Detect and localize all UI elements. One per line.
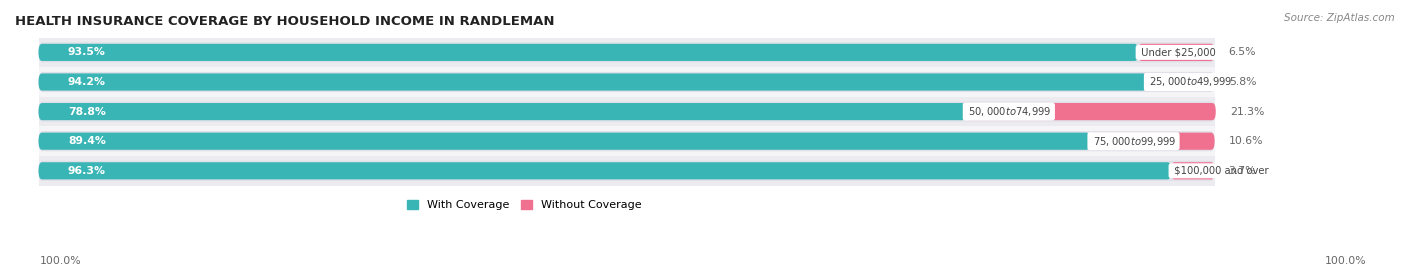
Bar (38, 97, 1215, 126)
Text: 94.2%: 94.2% (67, 77, 105, 87)
Text: 93.5%: 93.5% (67, 47, 105, 57)
FancyBboxPatch shape (1171, 162, 1215, 179)
FancyBboxPatch shape (38, 73, 1146, 91)
FancyBboxPatch shape (38, 42, 1215, 62)
Text: 96.3%: 96.3% (67, 166, 105, 176)
FancyBboxPatch shape (38, 162, 1171, 179)
FancyBboxPatch shape (38, 72, 1215, 92)
Bar (38, 38, 1215, 67)
FancyBboxPatch shape (1146, 73, 1215, 91)
Legend: With Coverage, Without Coverage: With Coverage, Without Coverage (402, 195, 645, 215)
Text: Source: ZipAtlas.com: Source: ZipAtlas.com (1284, 13, 1395, 23)
Bar (38, 67, 1215, 97)
Text: 6.5%: 6.5% (1229, 47, 1256, 57)
FancyBboxPatch shape (38, 103, 966, 120)
Text: $25,000 to $49,999: $25,000 to $49,999 (1146, 76, 1233, 89)
Bar (38, 156, 1215, 186)
Text: HEALTH INSURANCE COVERAGE BY HOUSEHOLD INCOME IN RANDLEMAN: HEALTH INSURANCE COVERAGE BY HOUSEHOLD I… (15, 15, 554, 28)
FancyBboxPatch shape (38, 44, 1137, 61)
FancyBboxPatch shape (38, 133, 1090, 150)
Bar (38, 126, 1215, 156)
Text: 21.3%: 21.3% (1230, 107, 1264, 116)
Text: 10.6%: 10.6% (1229, 136, 1263, 146)
Text: 3.7%: 3.7% (1229, 166, 1256, 176)
Text: 78.8%: 78.8% (67, 107, 105, 116)
FancyBboxPatch shape (38, 161, 1215, 181)
Text: Under $25,000: Under $25,000 (1137, 47, 1219, 57)
Text: 5.8%: 5.8% (1229, 77, 1256, 87)
FancyBboxPatch shape (1137, 44, 1215, 61)
FancyBboxPatch shape (1090, 133, 1215, 150)
FancyBboxPatch shape (38, 131, 1215, 151)
Text: 89.4%: 89.4% (67, 136, 105, 146)
Text: 100.0%: 100.0% (39, 256, 82, 266)
FancyBboxPatch shape (966, 103, 1216, 120)
Text: $100,000 and over: $100,000 and over (1171, 166, 1272, 176)
Text: 100.0%: 100.0% (1324, 256, 1367, 266)
Text: $50,000 to $74,999: $50,000 to $74,999 (966, 105, 1053, 118)
FancyBboxPatch shape (38, 101, 1215, 122)
Text: $75,000 to $99,999: $75,000 to $99,999 (1090, 135, 1177, 148)
